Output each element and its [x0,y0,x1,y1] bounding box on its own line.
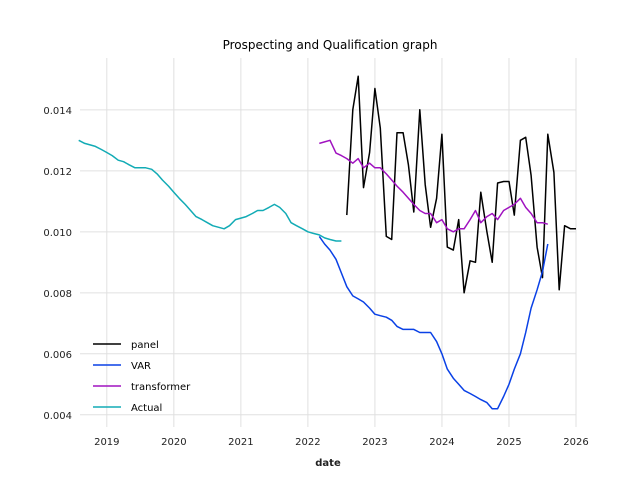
series-line-transformer [319,139,549,233]
legend-label: Actual [131,403,162,414]
x-axis: 2019 2020 2021 2022 2023 2024 2025 2026 [94,437,589,448]
series-line-panel [346,75,576,294]
x-tick-label: 2023 [362,437,387,448]
x-tick-label: 2026 [563,437,588,448]
legend-label: VAR [131,361,151,372]
x-tick-label: 2025 [496,437,521,448]
series-layer [78,75,576,410]
x-tick-label: 2019 [94,437,119,448]
x-axis-label: date [315,458,341,469]
x-tick-label: 2021 [228,437,253,448]
y-tick-label: 0.014 [43,106,72,117]
legend-label: transformer [131,382,191,393]
grid [80,58,577,427]
legend: panel VAR transformer Actual [93,340,191,414]
legend-label: panel [131,340,159,351]
series-line-var [318,235,549,410]
x-tick-label: 2024 [429,437,454,448]
y-tick-label: 0.010 [43,228,72,239]
y-axis: 0.004 0.006 0.008 0.010 0.012 0.014 [43,106,72,422]
chart-title: Prospecting and Qualification graph [223,38,438,52]
y-tick-label: 0.006 [43,350,72,361]
series-line-actual [78,139,342,242]
y-tick-label: 0.008 [43,289,72,300]
x-tick-label: 2020 [161,437,186,448]
x-tick-label: 2022 [295,437,320,448]
y-tick-label: 0.012 [43,167,72,178]
y-tick-label: 0.004 [43,411,72,422]
